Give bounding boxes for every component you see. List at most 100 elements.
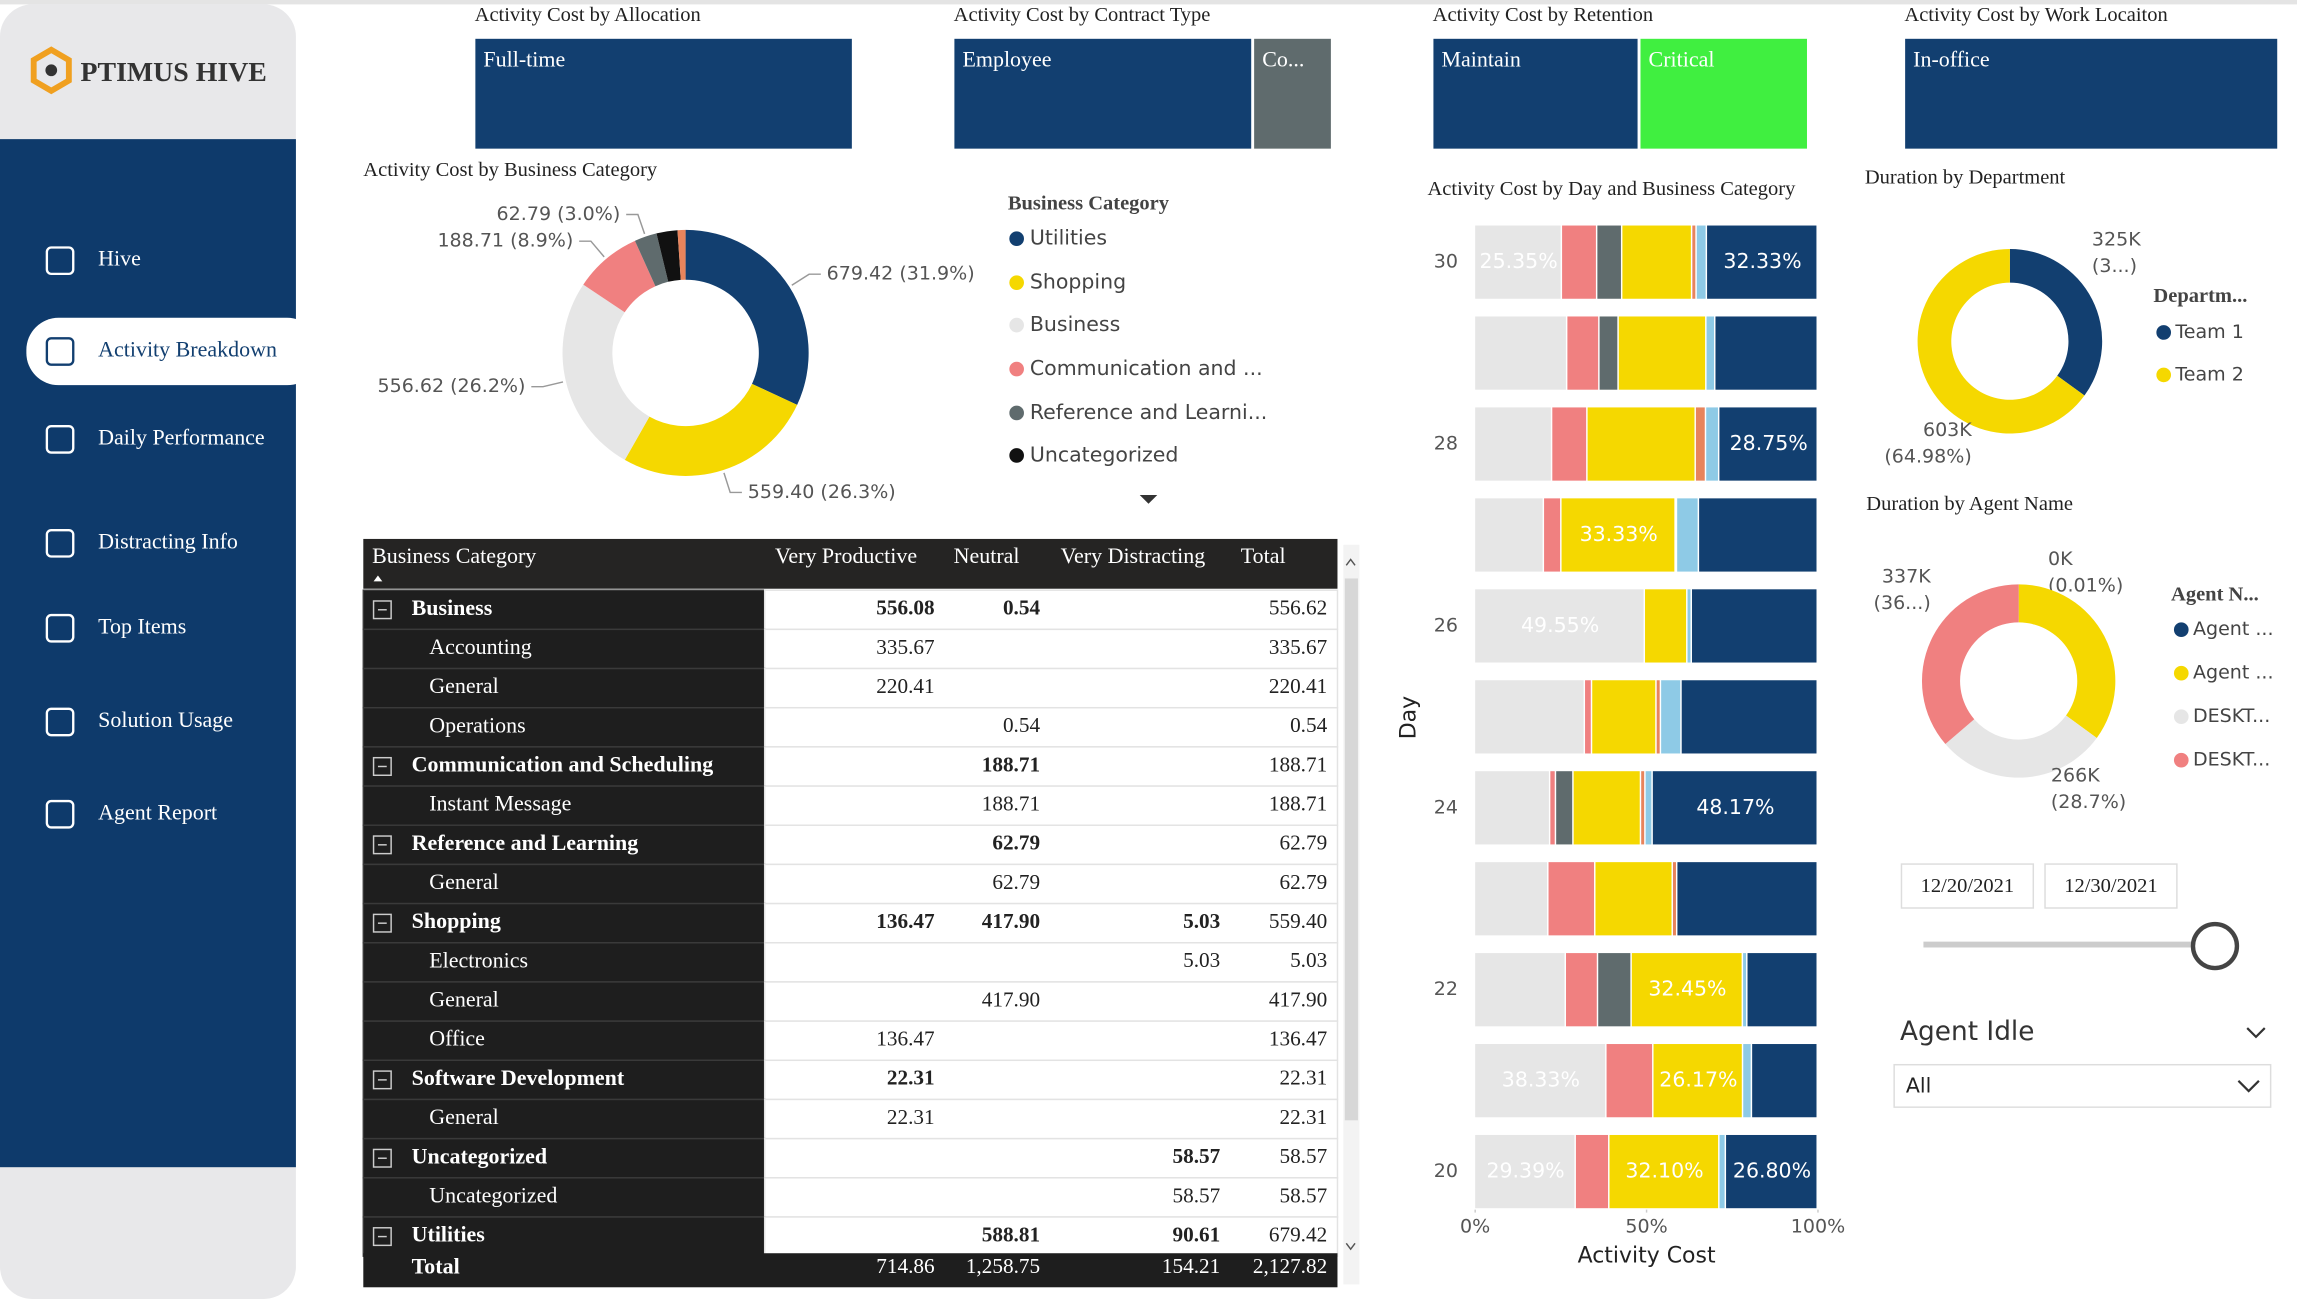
nav-item[interactable]: Top Items — [98, 613, 186, 638]
bar-segment[interactable] — [1573, 771, 1640, 845]
date-box[interactable] — [2044, 863, 2178, 909]
bar-segment[interactable] — [1552, 407, 1587, 481]
treemap-tile[interactable] — [473, 37, 854, 151]
bar-segment[interactable] — [1653, 1044, 1742, 1118]
nav-item[interactable]: Activity Breakdown — [98, 337, 277, 362]
bar-segment[interactable] — [1645, 771, 1652, 845]
bar-segment[interactable] — [1548, 862, 1595, 936]
treemap-tile[interactable] — [1252, 37, 1333, 151]
legend-item[interactable]: Business — [1030, 312, 1120, 336]
bar-segment[interactable] — [1556, 771, 1573, 845]
legend-item[interactable]: Utilities — [1030, 226, 1107, 250]
treemap-tile[interactable] — [1639, 37, 1809, 151]
legend-item[interactable]: DESKT... — [2193, 705, 2270, 727]
collapse-box[interactable] — [372, 756, 392, 776]
legend-item[interactable]: Team 1 — [2174, 321, 2243, 343]
bar-segment[interactable] — [1567, 316, 1599, 390]
dropdown-arrow[interactable] — [2237, 1080, 2260, 1093]
bar-segment[interactable] — [1645, 589, 1687, 663]
bar-segment[interactable] — [1641, 771, 1645, 845]
bar-segment[interactable] — [1561, 498, 1675, 572]
nav-item[interactable]: Solution Usage — [98, 707, 233, 732]
scroll-thumb[interactable] — [1344, 578, 1358, 1121]
donut-slice[interactable] — [685, 229, 809, 405]
bar-segment[interactable] — [1706, 316, 1715, 390]
legend-item[interactable]: Communication and ... — [1030, 356, 1263, 380]
bar-segment[interactable] — [1475, 771, 1549, 845]
donut-slice[interactable] — [1945, 715, 2097, 778]
bar-segment[interactable] — [1598, 953, 1631, 1027]
legend-item[interactable]: Shopping — [1030, 270, 1126, 294]
bar-segment[interactable] — [1475, 953, 1565, 1027]
donut-slice[interactable] — [634, 233, 669, 287]
collapse-box[interactable] — [372, 1148, 392, 1168]
scroll-down[interactable] — [1345, 1242, 1356, 1251]
bar-segment[interactable] — [1599, 316, 1618, 390]
legend-item[interactable]: Uncategorized — [1030, 442, 1179, 466]
collapse-box[interactable] — [372, 1227, 392, 1247]
donut-slice[interactable] — [1917, 248, 2085, 434]
bar-segment[interactable] — [1592, 680, 1656, 754]
bar-segment[interactable] — [1475, 589, 1644, 663]
bar-segment[interactable] — [1681, 680, 1817, 754]
donut-slice[interactable] — [677, 229, 686, 280]
slider-thumb[interactable] — [2190, 921, 2240, 971]
bar-segment[interactable] — [1475, 680, 1584, 754]
donut-slice[interactable] — [624, 383, 798, 476]
donut-slice[interactable] — [2009, 248, 2103, 396]
bar-segment[interactable] — [1575, 1134, 1609, 1209]
column-header[interactable]: Neutral — [954, 543, 1020, 568]
legend-item[interactable]: Agent ... — [2193, 618, 2274, 640]
column-header[interactable]: Business Category — [372, 543, 536, 568]
treemap-tile[interactable] — [1431, 37, 1640, 151]
dropdown[interactable] — [1893, 1063, 2272, 1108]
bar-segment[interactable] — [1475, 862, 1548, 936]
bar-segment[interactable] — [1747, 953, 1817, 1027]
bar-segment[interactable] — [1752, 1044, 1817, 1118]
legend-item[interactable]: DESKT... — [2193, 749, 2270, 771]
legend-item[interactable]: Agent ... — [2193, 662, 2274, 684]
bar-segment[interactable] — [1475, 407, 1551, 481]
bar-segment[interactable] — [1695, 407, 1705, 481]
legend-more[interactable] — [1139, 494, 1158, 504]
bar-segment[interactable] — [1606, 1044, 1653, 1118]
collapse-box[interactable] — [372, 835, 392, 855]
bar-segment[interactable] — [1587, 407, 1695, 481]
bar-segment[interactable] — [1691, 589, 1817, 663]
bar-segment[interactable] — [1475, 316, 1566, 390]
donut-slice[interactable] — [1921, 584, 2019, 745]
column-header[interactable]: Very Distracting — [1061, 543, 1206, 568]
legend-item[interactable]: Reference and Learni... — [1030, 400, 1267, 424]
treemap-tile[interactable] — [952, 37, 1253, 151]
bar-segment[interactable] — [1661, 680, 1681, 754]
bar-segment[interactable] — [1707, 225, 1817, 299]
donut-slice[interactable] — [2018, 584, 2116, 738]
collapse-box[interactable] — [372, 600, 392, 620]
bar-segment[interactable] — [1475, 1044, 1606, 1118]
scroll-up[interactable] — [1345, 558, 1356, 566]
collapse-box[interactable] — [372, 913, 392, 933]
treemap-tile[interactable] — [1903, 37, 2279, 151]
bar-segment[interactable] — [1475, 225, 1561, 299]
donut-slice[interactable] — [562, 284, 650, 460]
bar-segment[interactable] — [1595, 862, 1672, 936]
collapse-icon[interactable] — [2246, 1027, 2266, 1039]
bar-segment[interactable] — [1715, 316, 1817, 390]
donut-slice[interactable] — [583, 240, 656, 313]
bar-segment[interactable] — [1631, 953, 1742, 1027]
bar-segment[interactable] — [1677, 862, 1817, 936]
nav-item[interactable]: Agent Report — [98, 799, 217, 824]
bar-segment[interactable] — [1609, 1134, 1719, 1209]
column-header[interactable]: Total — [1241, 543, 1286, 568]
bar-segment[interactable] — [1696, 225, 1706, 299]
bar-segment[interactable] — [1622, 225, 1691, 299]
bar-segment[interactable] — [1618, 316, 1706, 390]
legend-item[interactable]: Team 2 — [2174, 363, 2243, 385]
bar-segment[interactable] — [1656, 680, 1660, 754]
bar-segment[interactable] — [1475, 1134, 1575, 1209]
bar-segment[interactable] — [1743, 953, 1747, 1027]
bar-segment[interactable] — [1719, 1134, 1725, 1209]
bar-segment[interactable] — [1692, 225, 1696, 299]
bar-segment[interactable] — [1550, 771, 1555, 845]
bar-segment[interactable] — [1743, 1044, 1751, 1118]
